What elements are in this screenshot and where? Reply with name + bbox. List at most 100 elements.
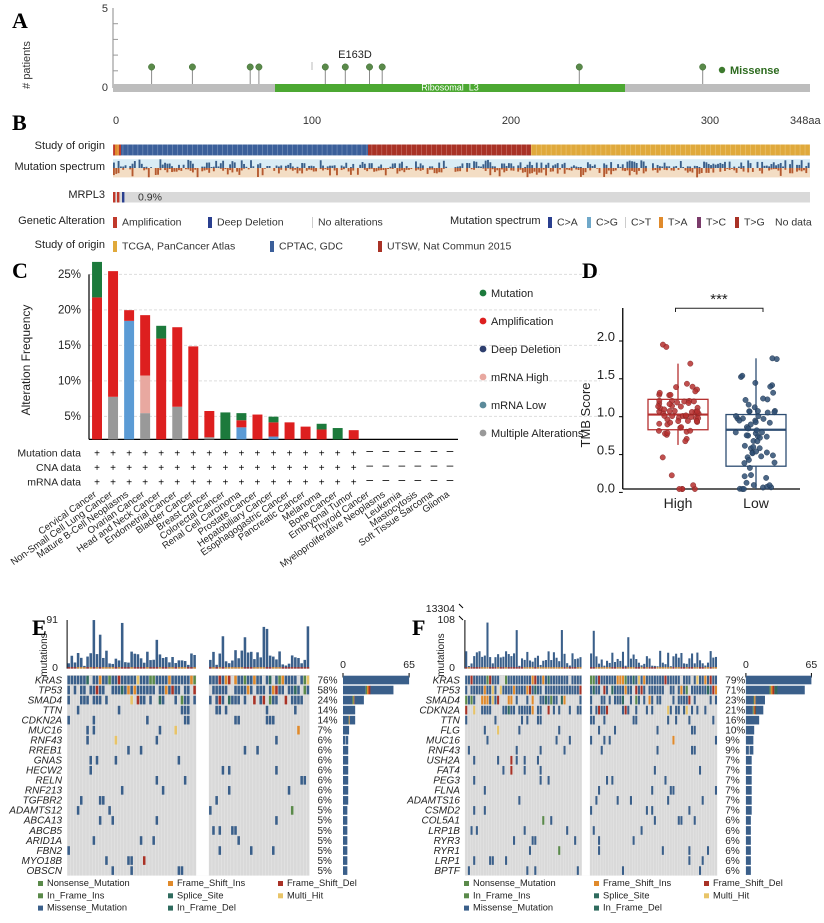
svg-text:In_Frame_Ins: In_Frame_Ins	[473, 890, 531, 900]
svg-text:–: –	[431, 444, 438, 458]
svg-text:0.5: 0.5	[597, 443, 615, 458]
svg-text:+: +	[94, 463, 100, 474]
svg-text:Frame_Shift_Ins: Frame_Shift_Ins	[177, 878, 246, 888]
svg-text:Splice_Site: Splice_Site	[177, 890, 224, 900]
svg-text:–: –	[366, 444, 373, 458]
svg-text:Amplification: Amplification	[122, 217, 182, 229]
svg-text:Nonsense_Mutation: Nonsense_Mutation	[47, 878, 130, 888]
svg-text:–: –	[382, 444, 389, 458]
svg-text:+: +	[206, 463, 212, 474]
svg-text:C>T: C>T	[631, 217, 652, 229]
svg-text:+: +	[319, 478, 325, 489]
svg-text:+: +	[206, 478, 212, 489]
svg-text:Study of origin: Study of origin	[35, 140, 105, 152]
svg-text:Multiple Alterations: Multiple Alterations	[491, 428, 584, 440]
svg-text:Amplification: Amplification	[491, 316, 553, 328]
svg-text:+: +	[351, 463, 357, 474]
svg-text:+: +	[351, 478, 357, 489]
svg-text:+: +	[287, 449, 293, 460]
svg-text:+: +	[94, 478, 100, 489]
svg-text:+: +	[110, 449, 116, 460]
svg-text:No alterations: No alterations	[318, 217, 383, 229]
svg-text:+: +	[222, 463, 228, 474]
svg-text:+: +	[255, 463, 261, 474]
svg-text:+: +	[158, 463, 164, 474]
svg-text:In_Frame_Del: In_Frame_Del	[603, 903, 662, 913]
svg-text:0: 0	[113, 115, 119, 127]
svg-text:Missense_Mutation: Missense_Mutation	[47, 903, 127, 913]
svg-text:Frame_Shift_Del: Frame_Shift_Del	[287, 878, 357, 888]
svg-text:Mutation data: Mutation data	[17, 448, 81, 460]
svg-text:+: +	[142, 463, 148, 474]
svg-text:+: +	[190, 449, 196, 460]
svg-text:Frame_Shift_Del: Frame_Shift_Del	[713, 878, 783, 888]
svg-text:***: ***	[710, 291, 728, 308]
svg-text:C>G: C>G	[596, 217, 618, 229]
svg-text:+: +	[206, 449, 212, 460]
svg-text:C>A: C>A	[557, 217, 578, 229]
svg-text:5%: 5%	[318, 866, 333, 877]
svg-text:–: –	[382, 473, 389, 487]
svg-text:5%: 5%	[64, 411, 81, 423]
svg-text:Alteration Frequency: Alteration Frequency	[19, 305, 33, 416]
svg-text:# patients: # patients	[21, 41, 33, 89]
svg-text:+: +	[319, 463, 325, 474]
svg-text:T>A: T>A	[668, 217, 688, 229]
svg-text:mutations: mutations	[436, 633, 447, 676]
svg-text:0.9%: 0.9%	[138, 192, 162, 204]
svg-text:+: +	[94, 449, 100, 460]
svg-text:TCGA, PanCancer Atlas: TCGA, PanCancer Atlas	[122, 241, 235, 253]
svg-text:348aa: 348aa	[790, 115, 821, 127]
svg-text:Nonsense_Mutation: Nonsense_Mutation	[473, 878, 556, 888]
svg-text:OBSCN: OBSCN	[27, 866, 63, 877]
svg-text:108: 108	[437, 614, 455, 626]
svg-text:Mutation: Mutation	[491, 288, 533, 300]
svg-text:+: +	[351, 449, 357, 460]
svg-text:BPTF: BPTF	[434, 866, 460, 877]
svg-text:+: +	[126, 478, 132, 489]
svg-text:–: –	[399, 458, 406, 472]
svg-text:+: +	[255, 478, 261, 489]
svg-text:15%: 15%	[58, 340, 81, 352]
svg-text:High: High	[664, 495, 693, 511]
svg-text:1.5: 1.5	[597, 367, 615, 382]
svg-text:+: +	[303, 463, 309, 474]
svg-text:–: –	[447, 458, 454, 472]
svg-text:300: 300	[701, 115, 719, 127]
svg-text:UTSW, Nat Commun 2015: UTSW, Nat Commun 2015	[387, 241, 511, 253]
svg-text:In_Frame_Ins: In_Frame_Ins	[47, 890, 105, 900]
svg-text:+: +	[110, 463, 116, 474]
svg-text:+: +	[222, 449, 228, 460]
svg-text:Missense_Mutation: Missense_Mutation	[473, 903, 553, 913]
svg-text:91: 91	[46, 614, 58, 626]
svg-text:Study of origin: Study of origin	[35, 239, 105, 251]
svg-text:Genetic Alteration: Genetic Alteration	[18, 215, 105, 227]
svg-text:In_Frame_Del: In_Frame_Del	[177, 903, 236, 913]
svg-text:–: –	[415, 458, 422, 472]
svg-text:+: +	[271, 463, 277, 474]
svg-text:+: +	[222, 478, 228, 489]
svg-text:+: +	[271, 449, 277, 460]
svg-text:0: 0	[52, 662, 58, 674]
svg-text:mutations: mutations	[39, 633, 50, 676]
svg-text:–: –	[447, 473, 454, 487]
svg-text:+: +	[287, 463, 293, 474]
svg-text:0: 0	[743, 659, 749, 671]
svg-text:+: +	[303, 449, 309, 460]
svg-text:–: –	[366, 458, 373, 472]
svg-text:CNA data: CNA data	[36, 462, 81, 474]
svg-text:+: +	[142, 478, 148, 489]
svg-text:CPTAC, GDC: CPTAC, GDC	[279, 241, 343, 253]
svg-text:Low: Low	[743, 495, 770, 511]
svg-text:0: 0	[449, 662, 455, 674]
svg-text:mRNA High: mRNA High	[491, 372, 548, 384]
svg-text:20%: 20%	[58, 305, 81, 317]
svg-text:Mutation spectrum: Mutation spectrum	[450, 215, 540, 227]
svg-text:+: +	[271, 478, 277, 489]
svg-text:+: +	[335, 478, 341, 489]
svg-text:Missense: Missense	[730, 65, 780, 77]
svg-text:+: +	[238, 449, 244, 460]
svg-text:MRPL3: MRPL3	[68, 189, 105, 201]
svg-text:+: +	[158, 449, 164, 460]
svg-text:+: +	[255, 449, 261, 460]
